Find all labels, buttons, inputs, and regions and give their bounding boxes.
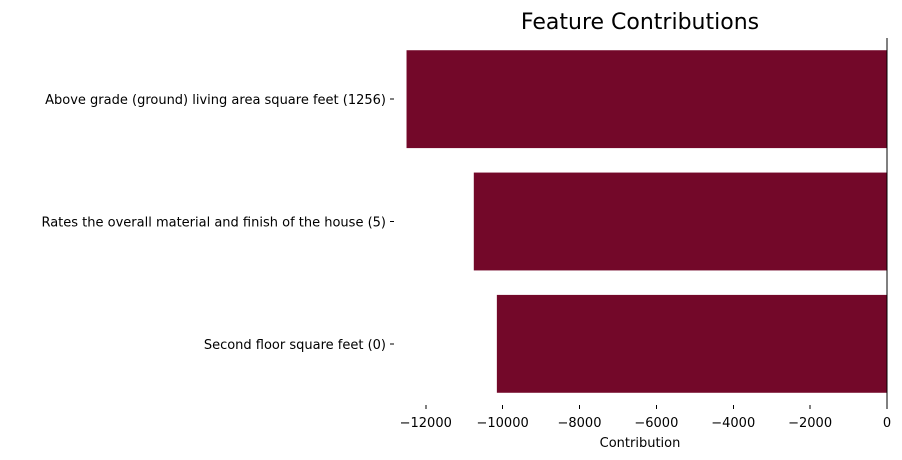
bar-2 xyxy=(473,172,887,271)
bar-1 xyxy=(406,50,887,149)
bar-3 xyxy=(496,294,887,393)
x-tick-label-1: −12000 xyxy=(400,416,452,431)
y-tick-label-3: Second floor square feet (0) xyxy=(204,338,386,353)
x-axis-label: Contribution xyxy=(600,436,681,451)
chart-title: Feature Contributions xyxy=(521,10,759,35)
x-tick-label-7: 0 xyxy=(883,416,891,431)
bars-layer xyxy=(406,50,887,393)
x-tick-label-2: −10000 xyxy=(477,416,529,431)
y-axis-layer: Above grade (ground) living area square … xyxy=(41,93,394,353)
x-axis-layer: −12000 −10000 −8000 −6000 −4000 −2000 0 xyxy=(400,405,891,431)
y-tick-label-1: Above grade (ground) living area square … xyxy=(45,93,386,108)
x-tick-label-4: −6000 xyxy=(634,416,678,431)
x-tick-label-6: −2000 xyxy=(788,416,832,431)
x-tick-label-3: −8000 xyxy=(558,416,602,431)
y-tick-label-2: Rates the overall material and finish of… xyxy=(41,216,386,231)
x-tick-label-5: −4000 xyxy=(711,416,755,431)
